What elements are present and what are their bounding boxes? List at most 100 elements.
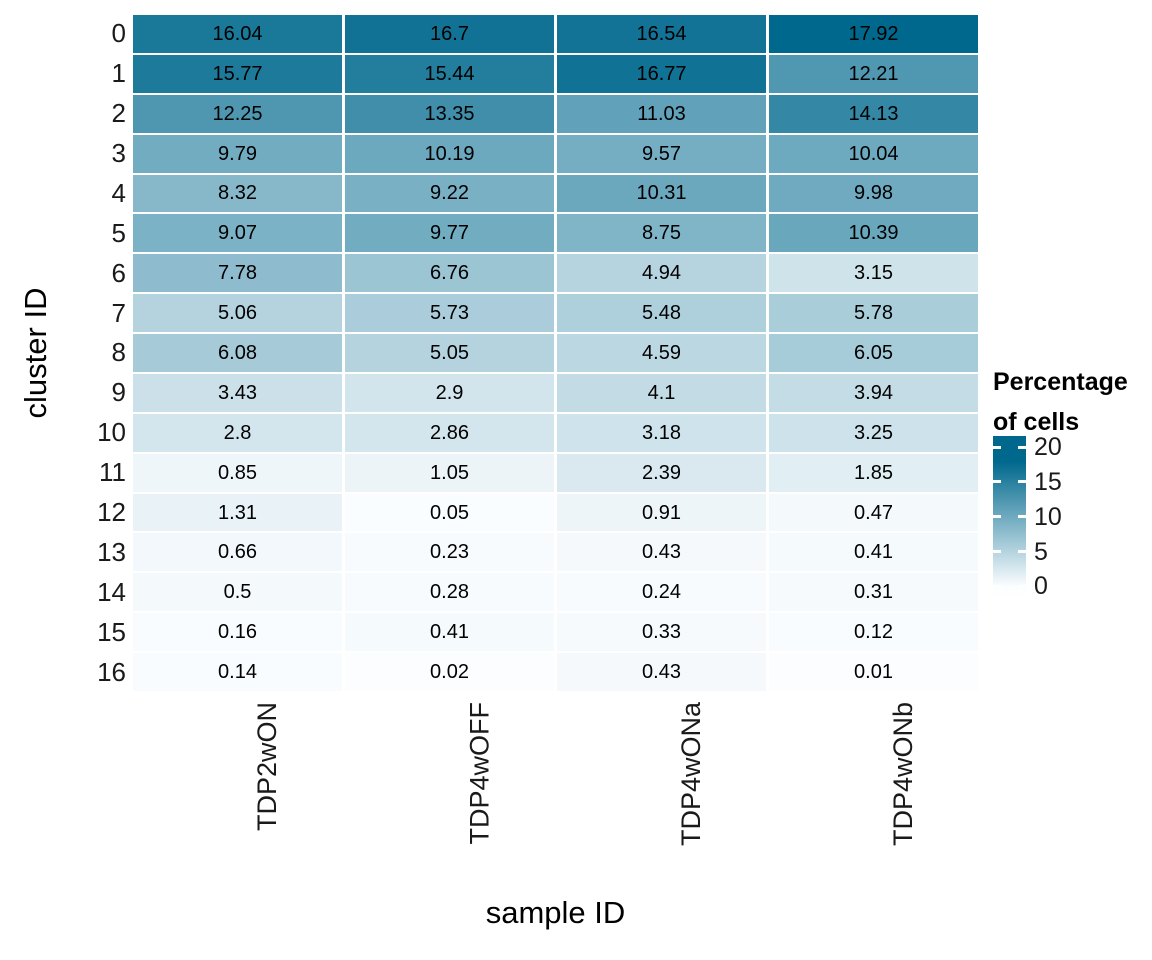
heatmap-cell: 0.47 <box>769 493 978 532</box>
heatmap-cell: 9.98 <box>769 174 978 213</box>
heatmap-cell: 4.94 <box>557 254 766 293</box>
y-tick-label: 14 <box>97 576 126 607</box>
heatmap-cell: 0.43 <box>557 533 766 572</box>
y-tick-label: 13 <box>97 536 126 567</box>
heatmap-cell: 0.16 <box>133 613 342 652</box>
heatmap-cell: 1.31 <box>133 493 342 532</box>
legend-title: Percentage of cells <box>993 362 1128 442</box>
heatmap-cell: 2.39 <box>557 453 766 492</box>
heatmap-cell: 0.85 <box>133 453 342 492</box>
heatmap-cell: 16.7 <box>345 15 554 53</box>
legend-tick-mark <box>1018 480 1026 484</box>
heatmap-cell: 5.05 <box>345 334 554 372</box>
heatmap-cell: 3.94 <box>769 373 978 412</box>
heatmap-cell: 5.06 <box>133 294 342 333</box>
heatmap-cell: 0.41 <box>769 533 978 572</box>
y-tick-label: 4 <box>111 177 126 208</box>
heatmap-cell: 0.33 <box>557 613 766 652</box>
heatmap-cell: 0.31 <box>769 573 978 612</box>
heatmap-cell: 6.08 <box>133 334 342 372</box>
y-axis-title: cluster ID <box>18 287 53 419</box>
heatmap-cell: 8.75 <box>557 214 766 253</box>
heatmap-cell: 5.78 <box>769 294 978 333</box>
y-tick-label: 1 <box>111 58 126 89</box>
heatmap-grid: 16.04 16.7 16.54 17.92 15.77 15.44 16.77 12.21 1… <box>133 15 978 691</box>
y-tick-label: 0 <box>111 18 126 49</box>
y-tick-label: 5 <box>111 217 126 248</box>
heatmap-cell: 0.28 <box>345 573 554 612</box>
legend-tick-label: 20 <box>1034 433 1062 462</box>
y-tick-label: 10 <box>97 417 126 448</box>
heatmap-cell: 16.04 <box>133 15 342 53</box>
legend-tick-label: 10 <box>1034 502 1062 531</box>
heatmap-cell: 17.92 <box>769 15 978 53</box>
heatmap-cell: 0.01 <box>769 653 978 691</box>
heatmap-cell: 15.44 <box>345 54 554 93</box>
heatmap-cell: 0.02 <box>345 653 554 691</box>
y-tick-label: 3 <box>111 138 126 169</box>
heatmap-cell: 0.05 <box>345 493 554 532</box>
legend-tick-mark <box>1018 445 1026 449</box>
legend-tick-label: 15 <box>1034 467 1062 496</box>
heatmap-cell: 9.22 <box>345 174 554 213</box>
legend-tick-mark <box>1018 584 1026 588</box>
x-tick-label: TDP2wON <box>252 702 283 832</box>
legend-tick-mark <box>993 550 1001 554</box>
heatmap-cell: 11.03 <box>557 94 766 133</box>
legend-colorbar <box>993 436 1026 598</box>
heatmap-cell: 12.21 <box>769 54 978 93</box>
legend-tick-mark <box>993 584 1001 588</box>
heatmap-cell: 3.18 <box>557 413 766 452</box>
heatmap-cell: 10.39 <box>769 214 978 253</box>
y-tick-label: 2 <box>111 98 126 129</box>
heatmap-cell: 3.43 <box>133 373 342 412</box>
heatmap-cell: 0.41 <box>345 613 554 652</box>
heatmap-cell: 13.35 <box>345 94 554 133</box>
heatmap-cell: 9.07 <box>133 214 342 253</box>
heatmap-cell: 5.48 <box>557 294 766 333</box>
legend-tick-label: 0 <box>1034 572 1048 601</box>
heatmap-cell: 1.05 <box>345 453 554 492</box>
heatmap-cell: 6.05 <box>769 334 978 372</box>
y-tick-label: 12 <box>97 497 126 528</box>
y-tick-label: 8 <box>111 337 126 368</box>
heatmap-cell: 0.43 <box>557 653 766 691</box>
legend-tick-mark <box>1018 550 1026 554</box>
y-tick-label: 16 <box>97 656 126 687</box>
heatmap-cell: 0.91 <box>557 493 766 532</box>
heatmap-cell: 0.14 <box>133 653 342 691</box>
heatmap-cell: 0.5 <box>133 573 342 612</box>
heatmap-cell: 16.77 <box>557 54 766 93</box>
y-tick-label: 9 <box>111 377 126 408</box>
legend-tick-mark <box>993 515 1001 519</box>
heatmap-cell: 10.31 <box>557 174 766 213</box>
heatmap-cell: 1.85 <box>769 453 978 492</box>
heatmap-cell: 0.66 <box>133 533 342 572</box>
heatmap-cell: 0.24 <box>557 573 766 612</box>
heatmap-cell: 15.77 <box>133 54 342 93</box>
legend-title-line: of cells <box>993 408 1080 436</box>
heatmap-cell: 9.57 <box>557 134 766 173</box>
heatmap-cell: 0.12 <box>769 613 978 652</box>
y-tick-label: 6 <box>111 257 126 288</box>
heatmap-cell: 5.73 <box>345 294 554 333</box>
legend-tick-mark <box>993 445 1001 449</box>
y-tick-label: 15 <box>97 616 126 647</box>
legend-tick-mark <box>1018 515 1026 519</box>
heatmap-cell: 4.59 <box>557 334 766 372</box>
y-tick-label: 7 <box>111 297 126 328</box>
heatmap-cell: 16.54 <box>557 15 766 53</box>
legend-title-line: Percentage <box>993 368 1128 396</box>
heatmap-cell: 8.32 <box>133 174 342 213</box>
heatmap-cell: 2.8 <box>133 413 342 452</box>
heatmap-cell: 14.13 <box>769 94 978 133</box>
heatmap-cell: 10.04 <box>769 134 978 173</box>
heatmap-cell: 3.15 <box>769 254 978 293</box>
heatmap-cell: 12.25 <box>133 94 342 133</box>
heatmap-cell: 7.78 <box>133 254 342 293</box>
heatmap-cell: 10.19 <box>345 134 554 173</box>
heatmap-cell: 9.77 <box>345 214 554 253</box>
x-tick-label: TDP4wOFF <box>464 702 495 845</box>
heatmap-cell: 3.25 <box>769 413 978 452</box>
